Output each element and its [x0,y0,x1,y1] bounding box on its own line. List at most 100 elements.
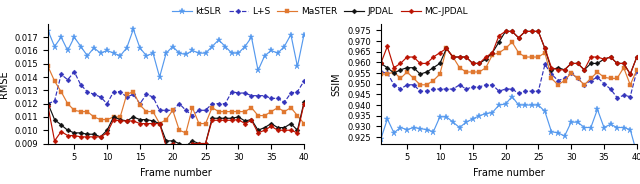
L+S [410,84,417,86]
ktSLR [103,49,111,52]
L+S [613,96,621,99]
ktSLR [633,152,640,154]
MaSTER [51,80,58,82]
JPDAL [51,118,58,121]
MaSTER [136,104,144,106]
L+S [287,92,294,94]
MaSTER [241,111,249,113]
L+S [495,90,503,92]
MC-JPDAL [508,30,516,33]
MC-JPDAL [208,119,216,121]
MC-JPDAL [554,69,562,71]
L+S [163,109,170,111]
L+S [110,91,118,93]
MC-JPDAL [515,37,522,39]
JPDAL [403,67,411,69]
ktSLR [300,33,308,36]
JPDAL [129,116,137,118]
MaSTER [561,79,568,82]
ktSLR [534,104,542,106]
JPDAL [443,47,451,49]
X-axis label: Frame number: Frame number [140,168,212,178]
ktSLR [70,36,78,38]
JPDAL [64,129,72,131]
ktSLR [228,52,236,54]
JPDAL [234,116,242,118]
MaSTER [580,84,588,86]
L+S [221,102,229,105]
MC-JPDAL [587,56,595,58]
L+S [136,102,144,105]
L+S [541,63,548,66]
L+S [502,88,509,90]
ktSLR [417,128,424,130]
JPDAL [215,117,223,119]
MaSTER [58,91,65,93]
L+S [469,86,477,88]
ktSLR [429,131,437,133]
JPDAL [84,133,92,135]
MC-JPDAL [248,119,255,121]
MaSTER [593,71,601,73]
ktSLR [77,45,84,48]
MC-JPDAL [541,47,548,49]
MC-JPDAL [482,56,490,58]
L+S [241,92,249,94]
MC-JPDAL [548,67,556,69]
Y-axis label: SSIM: SSIM [332,72,342,95]
MaSTER [620,67,627,69]
MC-JPDAL [410,56,417,58]
MC-JPDAL [522,30,529,33]
MC-JPDAL [561,69,568,71]
MC-JPDAL [423,62,431,65]
JPDAL [423,71,431,73]
Legend: ktSLR, L+S, MaSTER, JPDAL, MC-JPDAL: ktSLR, L+S, MaSTER, JPDAL, MC-JPDAL [168,4,472,20]
MaSTER [84,111,92,113]
JPDAL [110,116,118,118]
Line: ktSLR: ktSLR [378,93,640,156]
ktSLR [613,126,621,129]
JPDAL [103,129,111,131]
JPDAL [429,67,437,69]
L+S [403,84,411,86]
MC-JPDAL [443,47,451,49]
ktSLR [488,112,496,114]
MaSTER [215,111,223,113]
L+S [390,84,398,86]
JPDAL [574,62,582,65]
MC-JPDAL [274,129,282,131]
ktSLR [143,55,150,57]
JPDAL [254,129,262,131]
L+S [97,96,104,98]
MaSTER [515,52,522,54]
L+S [195,109,203,111]
MC-JPDAL [136,123,144,125]
L+S [77,84,84,86]
MC-JPDAL [429,56,437,58]
JPDAL [627,73,634,75]
MaSTER [633,69,640,71]
L+S [189,114,196,117]
JPDAL [300,101,308,103]
MC-JPDAL [633,56,640,58]
L+S [149,96,157,98]
L+S [443,88,451,90]
MaSTER [495,52,503,54]
MaSTER [574,77,582,79]
MC-JPDAL [600,58,608,60]
MaSTER [417,84,424,86]
L+S [429,88,437,90]
ktSLR [522,104,529,106]
MC-JPDAL [488,52,496,54]
ktSLR [436,116,444,118]
ktSLR [208,45,216,48]
L+S [482,84,490,86]
MaSTER [462,71,470,73]
MC-JPDAL [110,118,118,121]
MaSTER [482,67,490,69]
ktSLR [627,129,634,131]
L+S [449,88,457,90]
JPDAL [97,136,104,138]
JPDAL [274,126,282,129]
JPDAL [268,123,275,125]
